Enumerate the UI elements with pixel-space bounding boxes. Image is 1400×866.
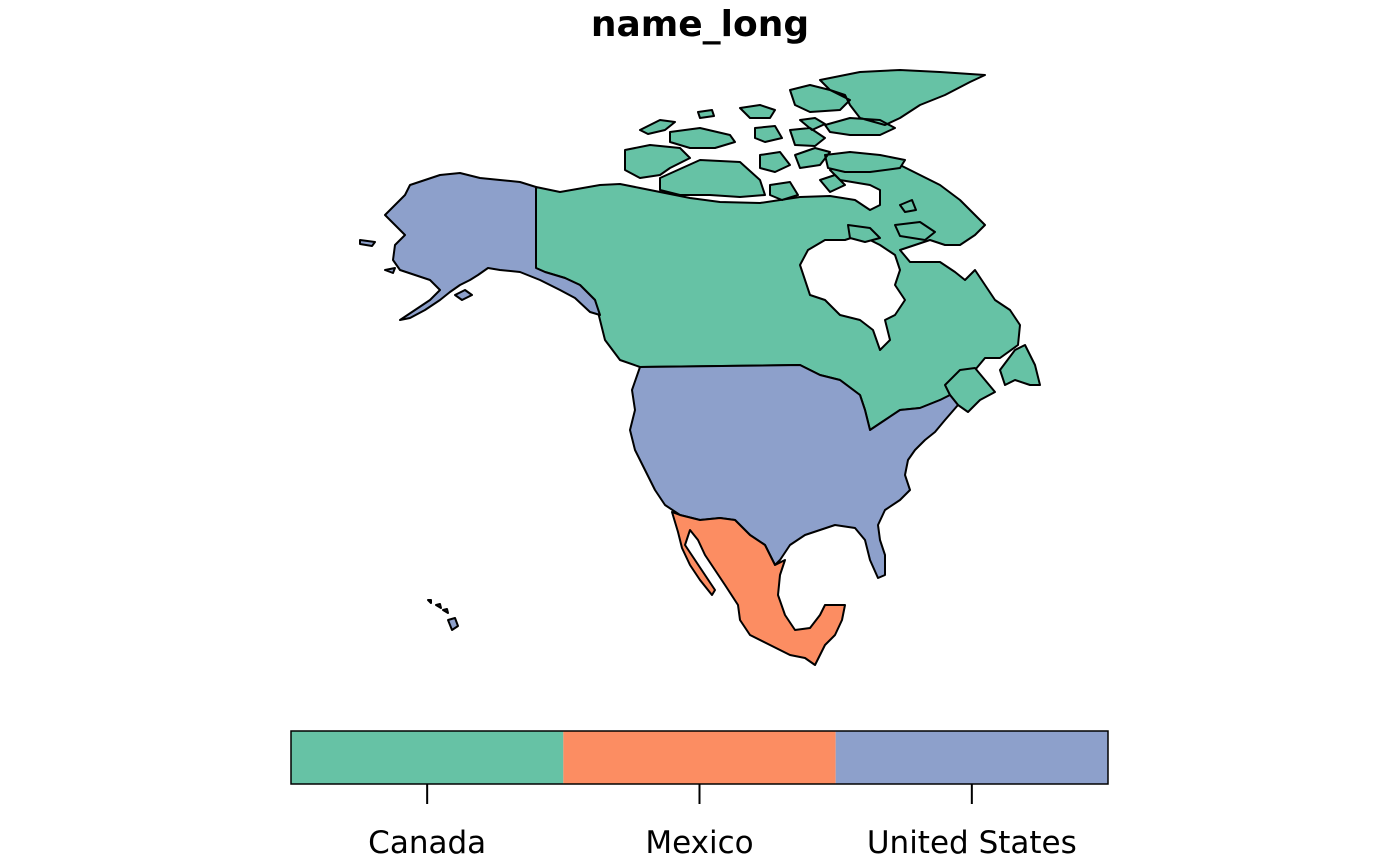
legend-label-mexico: Mexico: [645, 825, 753, 861]
legend-swatch-canada: [291, 731, 564, 784]
legend: Canada Mexico United States: [290, 730, 1109, 861]
region-hawaii[interactable]: [427, 599, 459, 631]
legend-label-united-states: United States: [867, 825, 1077, 861]
map-title: name_long: [590, 4, 810, 45]
legend-label-canada: Canada: [368, 825, 486, 861]
legend-border: [290, 730, 1109, 785]
region-canada-islands[interactable]: [624, 69, 986, 243]
region-mexico[interactable]: [671, 511, 846, 666]
map-layer: [359, 69, 1041, 666]
legend-swatch-mexico: [563, 731, 836, 784]
region-alaska[interactable]: [359, 172, 601, 321]
legend-swatch-united-states: [835, 731, 1108, 784]
